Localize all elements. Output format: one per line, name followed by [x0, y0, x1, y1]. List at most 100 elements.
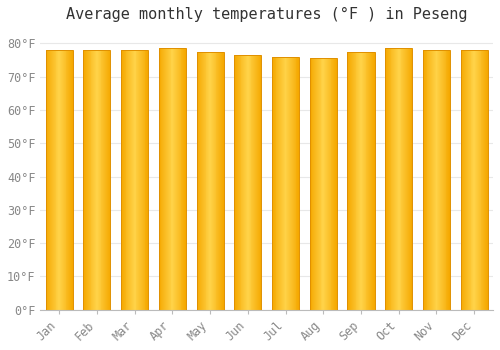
- Bar: [478, 50, 480, 310]
- Bar: [85, 50, 86, 310]
- Bar: [204, 52, 206, 310]
- Bar: [395, 48, 396, 310]
- Bar: [312, 58, 314, 310]
- Bar: [250, 55, 252, 310]
- Bar: [359, 52, 360, 310]
- Bar: [126, 50, 128, 310]
- Bar: [104, 50, 105, 310]
- Bar: [280, 57, 281, 310]
- Bar: [439, 50, 440, 310]
- Bar: [69, 50, 70, 310]
- Bar: [336, 58, 337, 310]
- Bar: [162, 48, 164, 310]
- Bar: [140, 50, 141, 310]
- Bar: [182, 48, 183, 310]
- Bar: [143, 50, 144, 310]
- Bar: [440, 50, 441, 310]
- Bar: [482, 50, 483, 310]
- Bar: [52, 50, 53, 310]
- Bar: [105, 50, 106, 310]
- Bar: [410, 48, 412, 310]
- Bar: [279, 57, 280, 310]
- Bar: [282, 57, 283, 310]
- Bar: [373, 52, 374, 310]
- Bar: [361, 52, 362, 310]
- Bar: [460, 50, 462, 310]
- Bar: [221, 52, 222, 310]
- Bar: [130, 50, 131, 310]
- Bar: [246, 55, 247, 310]
- Bar: [428, 50, 429, 310]
- Bar: [96, 50, 97, 310]
- Bar: [292, 57, 293, 310]
- Bar: [46, 50, 48, 310]
- Bar: [244, 55, 245, 310]
- Bar: [396, 48, 397, 310]
- Bar: [371, 52, 372, 310]
- Bar: [97, 50, 98, 310]
- Bar: [402, 48, 404, 310]
- Bar: [298, 57, 299, 310]
- Bar: [64, 50, 66, 310]
- Bar: [322, 58, 324, 310]
- Bar: [201, 52, 202, 310]
- Bar: [432, 50, 433, 310]
- Bar: [475, 50, 476, 310]
- Bar: [448, 50, 449, 310]
- Bar: [58, 50, 59, 310]
- Bar: [258, 55, 260, 310]
- Bar: [318, 58, 320, 310]
- Bar: [51, 50, 52, 310]
- Bar: [290, 57, 291, 310]
- Bar: [180, 48, 182, 310]
- Bar: [485, 50, 486, 310]
- Bar: [106, 50, 107, 310]
- Title: Average monthly temperatures (°F ) in Peseng: Average monthly temperatures (°F ) in Pe…: [66, 7, 468, 22]
- Bar: [335, 58, 336, 310]
- Bar: [320, 58, 322, 310]
- Bar: [388, 48, 389, 310]
- Bar: [212, 52, 213, 310]
- Bar: [273, 57, 274, 310]
- Bar: [49, 50, 50, 310]
- Bar: [196, 52, 224, 310]
- Bar: [476, 50, 477, 310]
- Bar: [84, 50, 85, 310]
- Bar: [442, 50, 443, 310]
- Bar: [257, 55, 258, 310]
- Bar: [159, 48, 160, 310]
- Bar: [260, 55, 262, 310]
- Bar: [324, 58, 325, 310]
- Bar: [238, 55, 239, 310]
- Bar: [72, 50, 73, 310]
- Bar: [430, 50, 431, 310]
- Bar: [255, 55, 256, 310]
- Bar: [202, 52, 203, 310]
- Bar: [465, 50, 466, 310]
- Bar: [142, 50, 143, 310]
- Bar: [487, 50, 488, 310]
- Bar: [210, 52, 211, 310]
- Bar: [208, 52, 209, 310]
- Bar: [121, 50, 148, 310]
- Bar: [141, 50, 142, 310]
- Bar: [216, 52, 218, 310]
- Bar: [366, 52, 368, 310]
- Bar: [100, 50, 102, 310]
- Bar: [144, 50, 146, 310]
- Bar: [164, 48, 165, 310]
- Bar: [88, 50, 90, 310]
- Bar: [248, 55, 250, 310]
- Bar: [390, 48, 392, 310]
- Bar: [200, 52, 201, 310]
- Bar: [70, 50, 71, 310]
- Bar: [239, 55, 240, 310]
- Bar: [240, 55, 242, 310]
- Bar: [274, 57, 276, 310]
- Bar: [483, 50, 484, 310]
- Bar: [360, 52, 361, 310]
- Bar: [198, 52, 199, 310]
- Bar: [406, 48, 407, 310]
- Bar: [348, 52, 349, 310]
- Bar: [256, 55, 257, 310]
